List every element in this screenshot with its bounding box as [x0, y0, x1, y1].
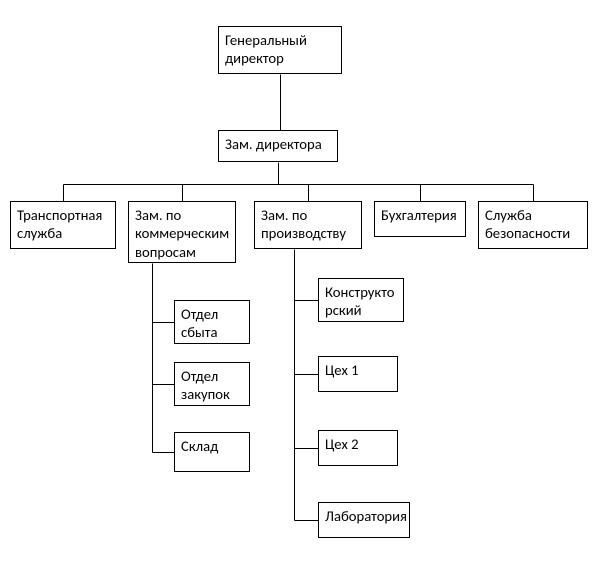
node-lab: Лаборатория	[318, 502, 410, 538]
node-ceh2: Цех 2	[318, 430, 398, 466]
node-transport: Транспортная служба	[10, 201, 116, 249]
connectors	[0, 0, 602, 582]
node-ceh1: Цех 1	[318, 356, 398, 392]
node-sklad: Склад	[174, 432, 250, 472]
node-konstr: Конструкто рский	[318, 278, 404, 322]
node-zam_prod: Зам. по производству	[254, 201, 362, 249]
org-chart-canvas: Генеральный директор Зам. директора Трансп…	[0, 0, 602, 582]
node-buh: Бухгалтерия	[374, 201, 466, 237]
node-zakup: Отдел закупок	[174, 362, 250, 406]
node-zam_kom: Зам. по коммерческим вопросам	[128, 201, 236, 263]
node-sluzhba: Служба безопасности	[478, 201, 588, 249]
node-gen_dir: Генеральный директор	[218, 26, 342, 74]
node-sbyt: Отдел сбыта	[174, 300, 250, 344]
node-zam_dir: Зам. директора	[218, 130, 338, 162]
